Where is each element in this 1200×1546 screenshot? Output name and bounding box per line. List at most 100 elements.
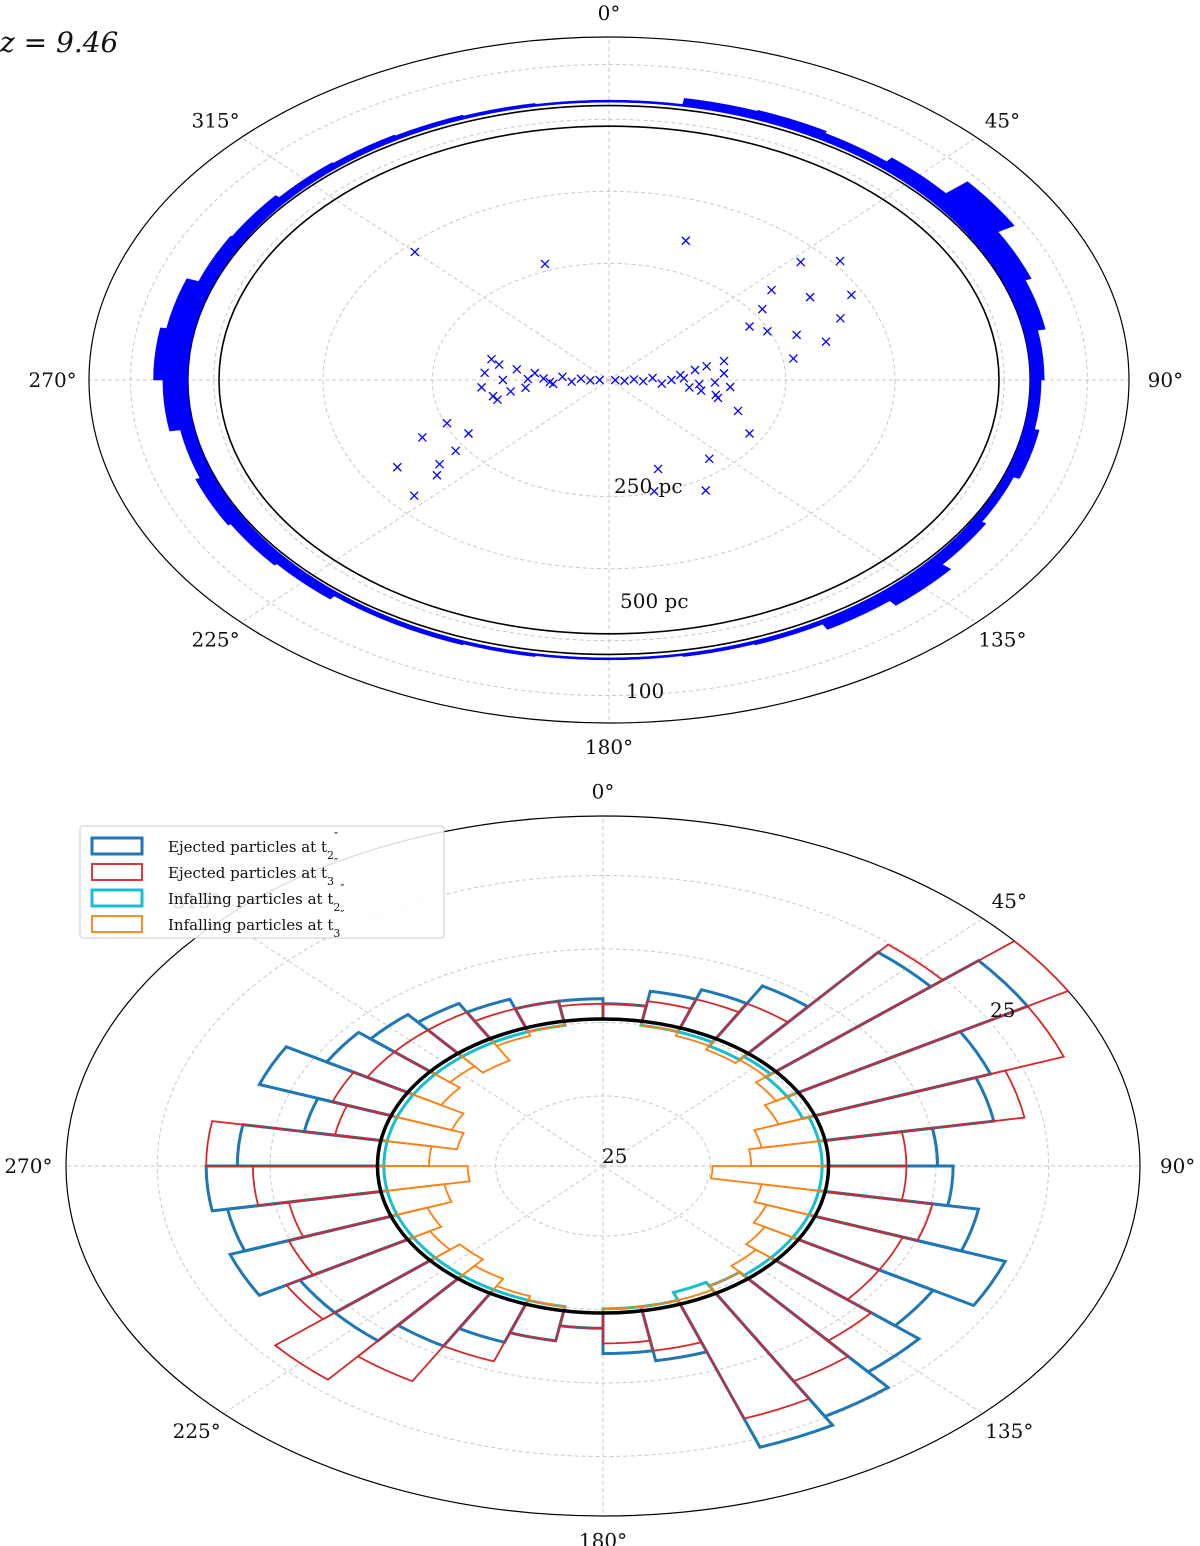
scatter-point-41 [757,304,767,314]
bar-1-170 [602,1309,652,1345]
scatter-point-42 [762,326,772,336]
scatter-point-52 [464,429,473,438]
inner-ring-1 [218,125,1000,635]
bar-2-310 [427,1051,465,1076]
bar-1-20 [678,998,741,1040]
angle-tick-0: 0° [592,780,615,804]
bar-0-260 [204,1164,383,1213]
base-ring [375,1017,831,1315]
bar-2-300 [405,1069,438,1097]
top-histogram [153,98,1046,661]
scatter-point-8 [684,382,694,392]
scatter-point-0 [610,375,620,385]
angle-tick-45: 45° [985,108,1020,132]
scatter-point-47 [821,337,831,347]
bar-0-170 [601,1309,655,1356]
bar-3-260 [376,1165,471,1193]
outer-frame [88,36,1130,724]
scatter-point-5 [657,379,667,389]
scatter-point-58 [442,418,452,428]
scatter-point-32 [494,360,504,370]
bar-0-330 [464,997,529,1041]
scatter-point-20 [595,375,605,385]
legend-swatch-1 [91,863,143,881]
bar-3-90 [709,1165,830,1193]
hist-bar-90 [1023,379,1042,430]
radial-label-center: 25 [602,1144,627,1168]
bar-1-50 [774,939,1070,1094]
angle-tick-45: 45° [992,889,1027,913]
scatter-point-63 [704,454,714,464]
hist-bar-140 [819,592,891,630]
bar-1-110 [796,1215,905,1272]
bar-0-140 [713,1276,891,1419]
scatter-point-61 [649,486,659,496]
bar-0-110 [795,1214,1008,1308]
scatter-point-24 [557,372,567,382]
radial-label-outer: 25 [990,998,1015,1022]
scatter-point-14 [719,368,729,378]
scatter-point-10 [696,386,706,396]
scatter-point-2 [629,374,639,384]
bar-1-60 [796,1005,1066,1117]
scatter-point-37 [493,395,502,405]
grid-spoke-225 [241,379,610,623]
hist-bar-100 [1004,427,1040,479]
scatter-point-1 [620,376,630,386]
bar-1-260 [251,1165,382,1207]
angle-tick-270: 270° [4,1154,52,1178]
scatter-point-28 [521,383,531,393]
top-polar-panel: z = 9.46 0° 45° 90° 135° 180° 225° 270° 315° 25… [0,1,1183,759]
angle-tick-135: 135° [978,628,1026,652]
bar-1-200 [441,1292,528,1363]
scatter-point-55 [432,470,442,480]
outer-frame [65,815,1141,1517]
radial-label-500: 500 pc [620,589,689,613]
bar-0-120 [773,1237,936,1328]
scatter-point-36 [487,354,496,364]
hist-bar-300 [231,195,287,242]
angle-tick-90: 90° [1160,1154,1195,1178]
scatter-point-51 [788,354,798,364]
hist-bar-60 [973,231,1032,286]
hist-bar-330 [394,114,466,140]
bar-1-270 [205,1120,382,1167]
bar-1-210 [356,1277,492,1383]
grid-spoke-225 [223,1165,604,1414]
scatter-point-45 [805,292,815,302]
bottom-polar-panel: 0°45°90°135°180°225°270°315° 25 25 Eject… [4,780,1195,1546]
scatter-point-15 [719,356,729,366]
angle-tick-0: 0° [598,1,621,25]
scatter-point-62 [701,486,711,495]
legend-swatch-0 [90,836,144,856]
scatter-point-53 [451,446,461,456]
series-1 [205,939,1070,1420]
radial-label-100: 100 [626,679,664,703]
angle-tick-270: 270° [29,368,77,392]
scatter-point-48 [846,290,856,300]
angle-tick-180: 180° [585,735,633,759]
scatter-point-59 [435,459,445,469]
grid-spoke-45 [602,918,983,1167]
hist-bar-350 [535,99,610,107]
scatter-point-22 [576,374,586,384]
hist-bar-240 [195,474,245,526]
scatter-point-66 [540,259,550,269]
hist-bar-290 [198,235,245,286]
hist-bar-150 [752,620,824,646]
bar-2-220 [427,1256,465,1281]
scatter-point-26 [539,374,548,383]
bar-0-230 [297,1237,433,1315]
bar-2-40 [741,1051,779,1076]
hist-bar-50 [931,181,1015,242]
scatter-point-23 [567,377,577,387]
scatter-point-19 [694,379,704,389]
scatter-point-9 [690,365,700,375]
bar-0-240 [227,1214,411,1298]
bar-2-120 [768,1235,801,1263]
scatter-point-3 [638,376,648,386]
bar-1-250 [287,1190,393,1239]
angle-tick-180: 180° [579,1529,627,1546]
scatter-point-54 [417,432,427,442]
